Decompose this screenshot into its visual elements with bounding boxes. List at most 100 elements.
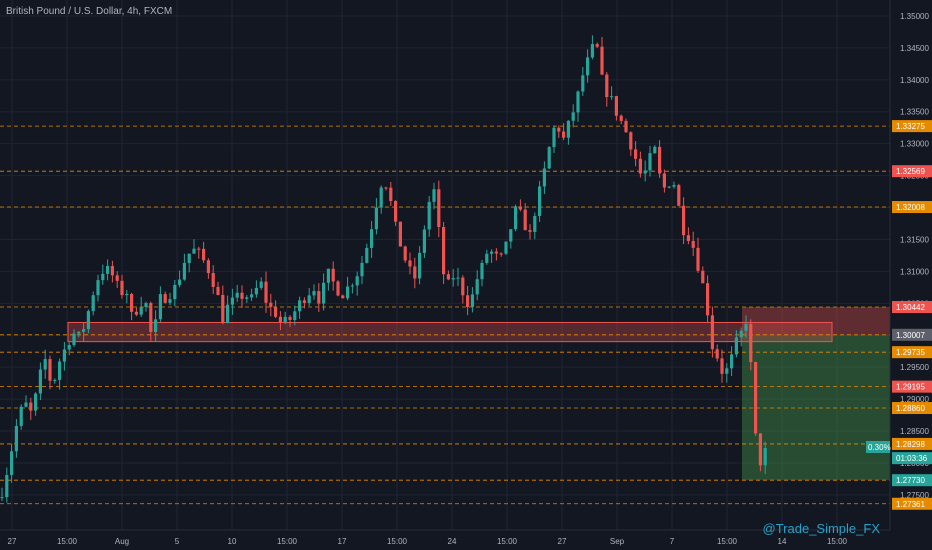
candle-up: [542, 168, 546, 187]
level-label-bg: [892, 328, 932, 341]
x-tick-label: 15:00: [277, 537, 298, 546]
candle-up: [451, 278, 455, 280]
y-tick-label: 1.31500: [900, 235, 929, 244]
level-label: 1.29195: [896, 383, 925, 392]
candle-down: [595, 44, 599, 47]
candle-up: [456, 277, 460, 279]
level-label: 1.32008: [896, 203, 925, 212]
candle-up: [504, 241, 508, 254]
candle-up: [322, 282, 326, 304]
candle-up: [0, 497, 4, 499]
candle-down: [691, 240, 695, 248]
candle-up: [653, 146, 657, 154]
candle-down: [677, 185, 681, 206]
candle-down: [403, 246, 407, 261]
candle-up: [350, 285, 354, 287]
candle-down: [557, 127, 561, 132]
candle-down: [211, 273, 215, 287]
candle-down: [149, 303, 153, 333]
candle-up: [298, 300, 302, 312]
candle-up: [427, 201, 431, 230]
candle-down: [110, 265, 114, 276]
candle-up: [235, 292, 239, 298]
y-tick-label: 1.29000: [900, 395, 929, 404]
candle-down: [336, 281, 340, 296]
candle-down: [278, 316, 282, 323]
candle-up: [643, 170, 647, 174]
x-tick-label: 15:00: [387, 537, 408, 546]
candle-up: [475, 279, 479, 295]
candle-up: [154, 319, 158, 333]
candle-down: [758, 433, 762, 466]
y-tick-label: 1.34500: [900, 44, 929, 53]
x-tick-label: Aug: [115, 537, 129, 546]
y-tick-label: 1.33000: [900, 140, 929, 149]
watermark: @Trade_Simple_FX: [762, 521, 880, 536]
candle-down: [499, 253, 503, 255]
candle-up: [552, 127, 556, 148]
candle-up: [173, 284, 177, 300]
candle-down: [206, 260, 210, 274]
candle-down: [130, 293, 134, 312]
candle-up: [19, 406, 23, 426]
x-tick-label: 15:00: [717, 537, 738, 546]
candle-up: [62, 349, 66, 362]
level-label: 1.30007: [896, 331, 925, 340]
candle-down: [134, 311, 138, 315]
candle-down: [682, 205, 686, 236]
position-pct-label: 0.30%: [868, 443, 891, 452]
level-label-bg: [892, 120, 932, 133]
level-label-bg: [892, 402, 932, 415]
level-label-bg: [892, 165, 932, 178]
candle-up: [571, 112, 575, 121]
candle-up: [187, 253, 191, 263]
level-label-bg: [892, 437, 932, 450]
candle-up: [346, 286, 350, 299]
support-zone: [67, 321, 833, 343]
candle-up: [14, 425, 18, 452]
y-tick-label: 1.31000: [900, 267, 929, 276]
x-tick-label: Sep: [610, 537, 625, 546]
candle-up: [648, 153, 652, 171]
candle-up: [77, 331, 81, 334]
candle-down: [202, 248, 206, 261]
candle-down: [710, 315, 714, 350]
candle-up: [418, 252, 422, 279]
candle-down: [48, 359, 52, 381]
candle-up: [101, 273, 105, 281]
candle-up: [739, 330, 743, 338]
candle-up: [106, 265, 110, 274]
x-tick-label: 7: [670, 537, 675, 546]
symbol-title: British Pound / U.S. Dollar, 4h, FXCM: [6, 6, 173, 17]
candle-up: [5, 474, 9, 498]
candle-up: [590, 44, 594, 58]
candle-up: [250, 294, 254, 298]
candle-down: [701, 270, 705, 284]
candle-down: [754, 362, 758, 434]
candle-down: [269, 302, 273, 307]
candle-down: [274, 306, 278, 317]
candle-up: [192, 248, 196, 254]
candle-down: [120, 280, 124, 296]
candle-up: [24, 402, 28, 407]
candle-up: [365, 247, 369, 263]
candle-up: [538, 186, 542, 216]
y-tick-label: 1.27500: [900, 491, 929, 500]
candle-down: [29, 402, 33, 411]
candle-up: [254, 287, 258, 295]
candle-up: [610, 96, 614, 98]
x-tick-label: 24: [448, 537, 457, 546]
candle-up: [370, 229, 374, 248]
candle-down: [686, 235, 690, 241]
candle-down: [629, 132, 633, 150]
candle-down: [528, 230, 532, 232]
candle-down: [605, 74, 609, 98]
candle-up: [586, 57, 590, 76]
candle-up: [307, 295, 311, 303]
candle-down: [518, 206, 522, 210]
candle-up: [547, 147, 551, 169]
x-tick-label: 15:00: [57, 537, 78, 546]
candle-up: [125, 293, 129, 296]
candle-down: [216, 286, 220, 295]
